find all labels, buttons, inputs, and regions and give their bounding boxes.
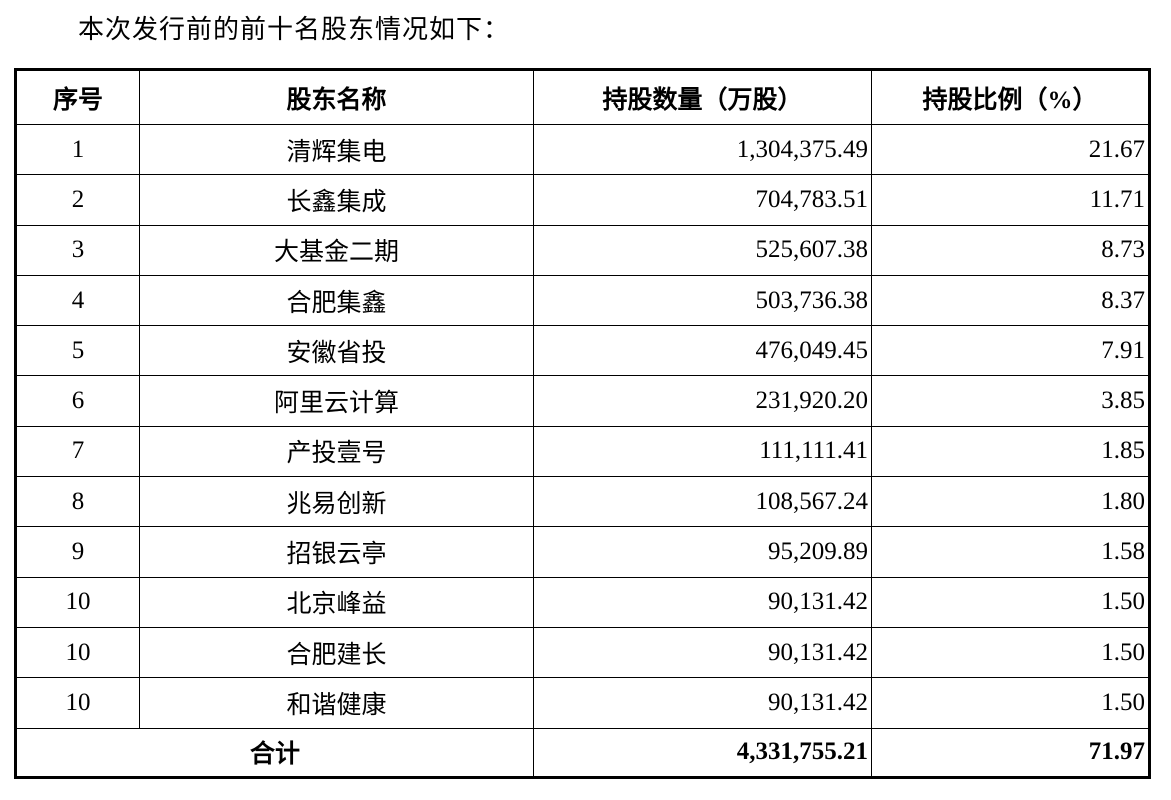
shareholder-name: 北京峰益 bbox=[139, 576, 534, 628]
row-index: 3 bbox=[15, 224, 140, 276]
shareholder-name: 产投壹号 bbox=[139, 425, 534, 478]
share-percent: 11.71 bbox=[871, 174, 1150, 226]
share-percent: 1.50 bbox=[871, 677, 1150, 729]
share-count: 525,607.38 bbox=[533, 224, 872, 276]
total-label: 合计 bbox=[15, 727, 534, 778]
share-percent: 1.85 bbox=[871, 425, 1150, 478]
row-index: 7 bbox=[15, 425, 140, 478]
shareholder-name: 清辉集电 bbox=[139, 123, 534, 176]
table-row: 10 合肥建长 90,131.42 1.50 bbox=[15, 626, 1150, 679]
shareholder-name: 大基金二期 bbox=[139, 224, 534, 276]
share-count: 231,920.20 bbox=[533, 375, 872, 427]
shareholder-name: 和谐健康 bbox=[139, 677, 534, 729]
row-index: 1 bbox=[15, 123, 140, 176]
shareholder-name: 合肥集鑫 bbox=[139, 274, 534, 327]
table-row: 10 和谐健康 90,131.42 1.50 bbox=[15, 677, 1150, 729]
row-index: 10 bbox=[15, 576, 140, 628]
header-cell: 股东名称 bbox=[139, 69, 534, 125]
shareholder-name: 安徽省投 bbox=[139, 325, 534, 377]
share-count: 704,783.51 bbox=[533, 174, 872, 226]
share-percent: 8.73 bbox=[871, 224, 1150, 276]
header-cell: 持股比例（%） bbox=[871, 69, 1150, 125]
share-percent: 1.50 bbox=[871, 576, 1150, 628]
shareholder-table: 序号 股东名称 持股数量（万股） 持股比例（%） 1 清辉集电 1,304,375.49 2… bbox=[14, 68, 1151, 779]
header-cell: 序号 bbox=[15, 69, 140, 125]
share-count: 111,111.41 bbox=[533, 425, 872, 478]
share-count: 108,567.24 bbox=[533, 476, 872, 528]
table-row: 3 大基金二期 525,607.38 8.73 bbox=[15, 224, 1150, 276]
row-index: 5 bbox=[15, 325, 140, 377]
total-shares: 4,331,755.21 bbox=[533, 727, 872, 778]
share-percent: 1.50 bbox=[871, 626, 1150, 679]
total-row: 合计 4,331,755.21 71.97 bbox=[15, 727, 1150, 778]
intro-text: 本次发行前的前十名股东情况如下： bbox=[78, 15, 511, 44]
share-percent: 3.85 bbox=[871, 375, 1150, 427]
header-row: 序号 股东名称 持股数量（万股） 持股比例（%） bbox=[15, 69, 1150, 125]
share-count: 476,049.45 bbox=[533, 325, 872, 377]
header-cell: 持股数量（万股） bbox=[533, 69, 872, 125]
table-row: 9 招银云亭 95,209.89 1.58 bbox=[15, 526, 1150, 578]
table-row: 2 长鑫集成 704,783.51 11.71 bbox=[15, 174, 1150, 226]
share-percent: 8.37 bbox=[871, 274, 1150, 327]
row-index: 9 bbox=[15, 526, 140, 578]
table-body: 1 清辉集电 1,304,375.49 21.67 2 长鑫集成 704,783.51 11.… bbox=[15, 123, 1150, 778]
row-index: 2 bbox=[15, 174, 140, 226]
table-row: 6 阿里云计算 231,920.20 3.85 bbox=[15, 375, 1150, 427]
total-percent: 71.97 bbox=[871, 727, 1150, 778]
share-count: 95,209.89 bbox=[533, 526, 872, 578]
share-count: 90,131.42 bbox=[533, 626, 872, 679]
share-count: 90,131.42 bbox=[533, 677, 872, 729]
share-percent: 1.80 bbox=[871, 476, 1150, 528]
row-index: 6 bbox=[15, 375, 140, 427]
shareholder-name: 兆易创新 bbox=[139, 476, 534, 528]
shareholder-name: 长鑫集成 bbox=[139, 174, 534, 226]
share-percent: 21.67 bbox=[871, 123, 1150, 176]
table-row: 8 兆易创新 108,567.24 1.80 bbox=[15, 476, 1150, 528]
row-index: 10 bbox=[15, 677, 140, 729]
row-index: 10 bbox=[15, 626, 140, 679]
row-index: 4 bbox=[15, 274, 140, 327]
table-row: 7 产投壹号 111,111.41 1.85 bbox=[15, 425, 1150, 478]
share-percent: 7.91 bbox=[871, 325, 1150, 377]
shareholder-name: 合肥建长 bbox=[139, 626, 534, 679]
row-index: 8 bbox=[15, 476, 140, 528]
shareholder-name: 阿里云计算 bbox=[139, 375, 534, 427]
table-row: 4 合肥集鑫 503,736.38 8.37 bbox=[15, 274, 1150, 327]
table-row: 1 清辉集电 1,304,375.49 21.67 bbox=[15, 123, 1150, 176]
shareholder-name: 招银云亭 bbox=[139, 526, 534, 578]
table-row: 5 安徽省投 476,049.45 7.91 bbox=[15, 325, 1150, 377]
share-percent: 1.58 bbox=[871, 526, 1150, 578]
share-count: 90,131.42 bbox=[533, 576, 872, 628]
share-count: 1,304,375.49 bbox=[533, 123, 872, 176]
table-row: 10 北京峰益 90,131.42 1.50 bbox=[15, 576, 1150, 628]
share-count: 503,736.38 bbox=[533, 274, 872, 327]
